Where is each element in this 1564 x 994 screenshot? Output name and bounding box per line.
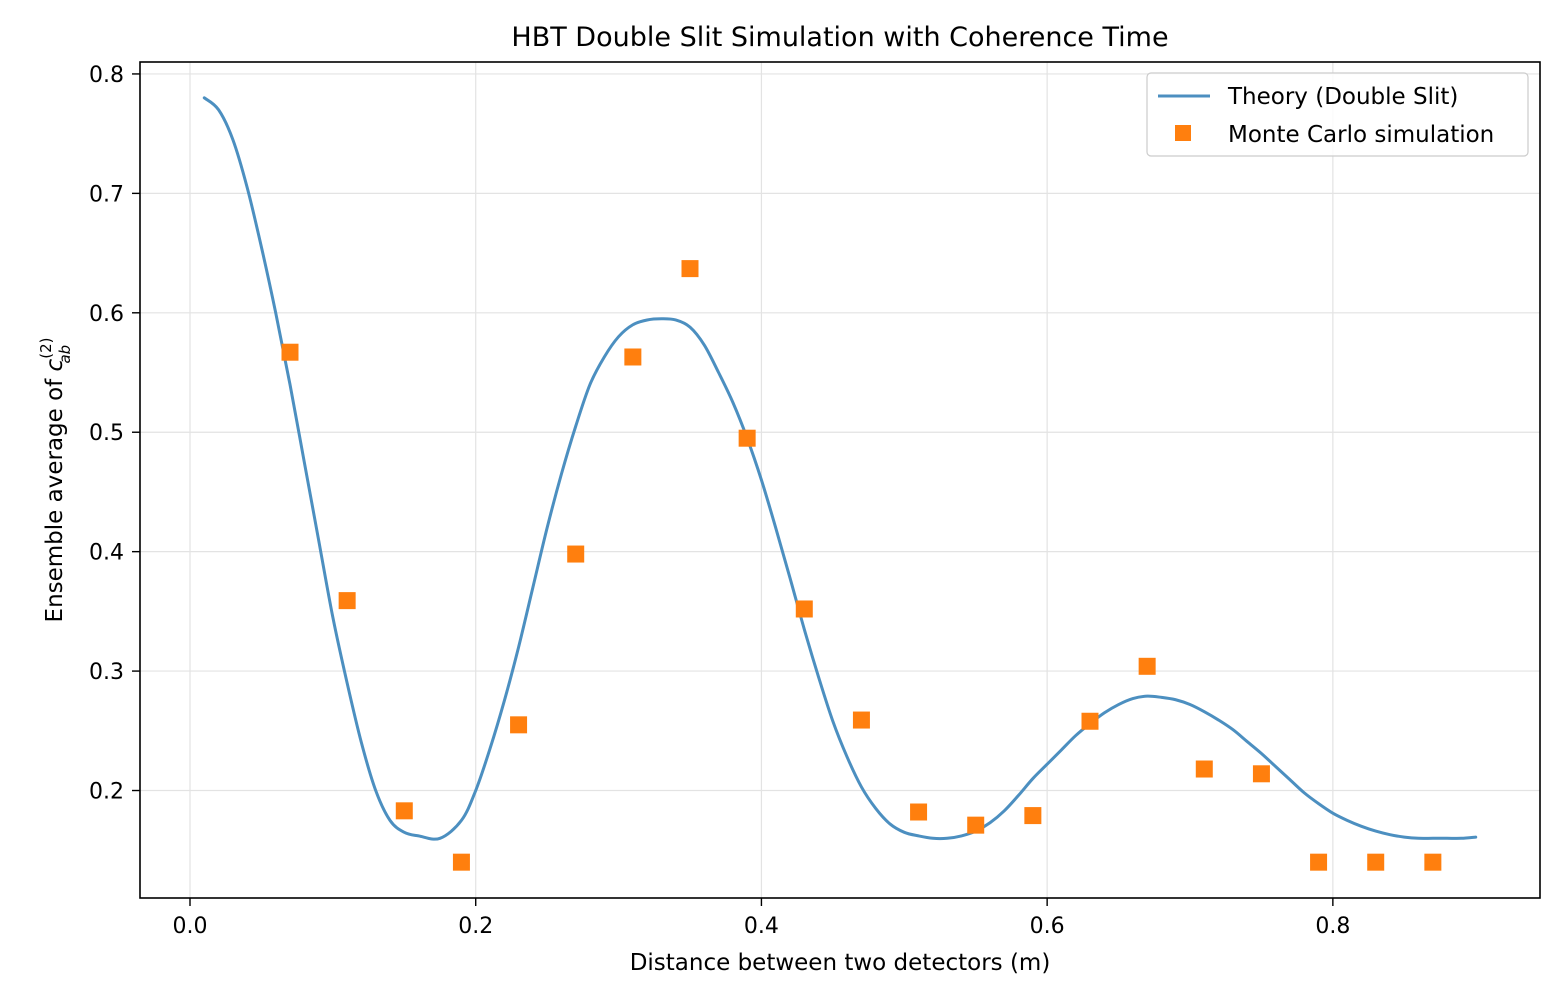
monte-carlo-point <box>338 592 356 610</box>
y-tick-label: 0.8 <box>89 63 124 88</box>
y-axis-label-prefix: Ensemble average of <box>42 371 68 622</box>
chart-title: HBT Double Slit Simulation with Coherenc… <box>511 22 1168 53</box>
monte-carlo-point <box>852 711 870 729</box>
legend-theory-label: Theory (Double Slit) <box>1227 84 1458 110</box>
y-tick-label: 0.4 <box>89 541 124 566</box>
monte-carlo-point <box>624 348 642 366</box>
x-axis-label: Distance between two detectors (m) <box>630 950 1051 976</box>
y-tick-label: 0.7 <box>89 182 124 207</box>
legend-monte-carlo-label: Monte Carlo simulation <box>1228 122 1494 148</box>
x-tick-label: 0.4 <box>744 914 779 939</box>
monte-carlo-point <box>1138 657 1156 675</box>
legend: Theory (Double Slit) Monte Carlo simulat… <box>1146 72 1529 157</box>
monte-carlo-point <box>738 429 756 447</box>
x-tick-label: 0.0 <box>173 914 208 939</box>
y-tick-label: 0.6 <box>89 302 124 327</box>
y-axis-label: Ensemble average of c(2)ab <box>37 338 74 623</box>
x-tick-label: 0.6 <box>1030 914 1065 939</box>
monte-carlo-point <box>1424 853 1442 871</box>
theory-line <box>202 96 1478 841</box>
monte-carlo-point <box>795 600 813 618</box>
x-tick-label: 0.8 <box>1315 914 1350 939</box>
monte-carlo-point <box>967 816 985 834</box>
y-tick-label: 0.5 <box>89 421 124 446</box>
monte-carlo-point <box>1367 853 1385 871</box>
monte-carlo-point <box>1024 807 1042 825</box>
monte-carlo-point <box>510 716 528 734</box>
legend-monte-carlo-swatch <box>1175 125 1191 141</box>
theory-curve-group <box>202 96 1478 841</box>
y-axis-label-subscript: ab <box>56 345 74 364</box>
monte-carlo-points-group <box>281 260 1442 871</box>
monte-carlo-point <box>910 803 928 821</box>
monte-carlo-point <box>567 545 585 563</box>
monte-carlo-point <box>681 260 699 278</box>
monte-carlo-point <box>452 853 470 871</box>
y-axis-label-symbol: c <box>42 358 68 371</box>
monte-carlo-point <box>1310 853 1328 871</box>
legend-box <box>1146 72 1529 157</box>
x-tick-label: 0.2 <box>458 914 493 939</box>
y-tick-label: 0.3 <box>89 660 124 685</box>
monte-carlo-point <box>1195 760 1213 778</box>
monte-carlo-point <box>281 343 299 361</box>
y-tick-label: 0.2 <box>89 780 124 805</box>
monte-carlo-point <box>1081 712 1099 730</box>
plot-area-frame <box>139 61 1541 899</box>
x-axis-ticks: 0.0 0.2 0.4 0.6 0.8 <box>173 898 1350 939</box>
y-axis-ticks: 0.2 0.3 0.4 0.5 0.6 0.7 0.8 <box>89 63 140 805</box>
monte-carlo-point <box>1252 765 1270 783</box>
y-axis-label-superscript: (2) <box>37 338 55 359</box>
monte-carlo-point <box>395 802 413 820</box>
